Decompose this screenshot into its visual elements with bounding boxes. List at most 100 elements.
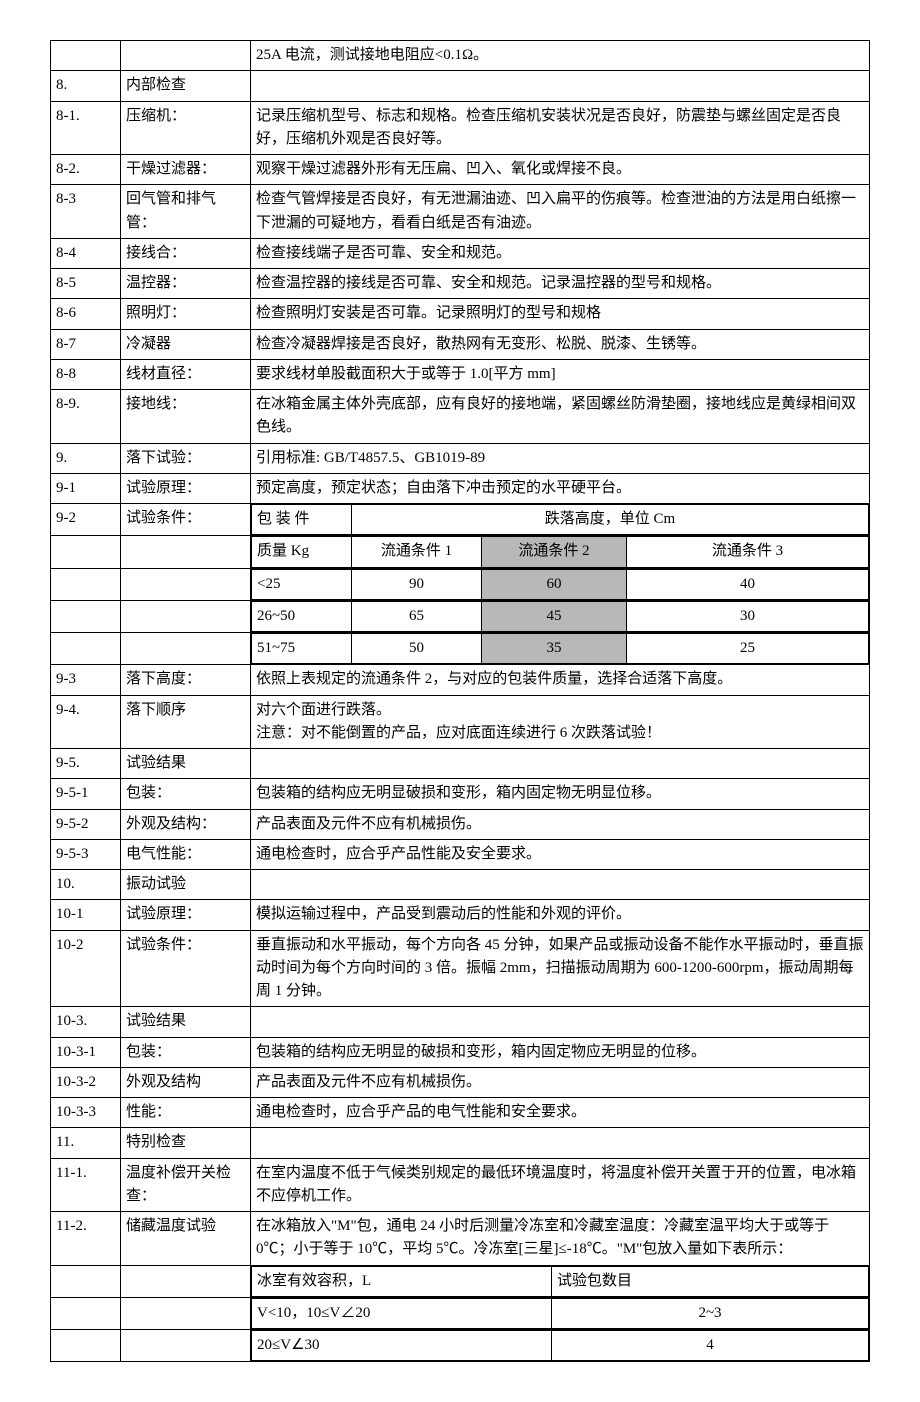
cell-name: 压缩机： <box>121 101 251 155</box>
volume-table: 20≤V∠30 4 <box>251 1330 869 1361</box>
cell-desc: 要求线材单股截面积大于或等于 1.0[平方 mm] <box>251 359 870 389</box>
drop-height-table: 51~75 50 35 25 <box>251 633 869 664</box>
cell-name <box>121 1297 251 1329</box>
cell-name <box>121 633 251 665</box>
cell-id: 8-1. <box>51 101 121 155</box>
cell-name: 包装： <box>121 779 251 809</box>
cell-id: 9-5-2 <box>51 809 121 839</box>
cell-id: 11-2. <box>51 1212 121 1266</box>
cell-name: 储藏温度试验 <box>121 1212 251 1266</box>
cell-name: 试验条件： <box>121 930 251 1007</box>
drop-mass: <25 <box>252 569 352 599</box>
vol-header-r: 试验包数目 <box>552 1266 869 1296</box>
drop-height-table: <25 90 60 40 <box>251 569 869 600</box>
drop-header-pkg: 包 装 件 <box>252 505 352 535</box>
table-row: 9-3 落下高度： 依照上表规定的流通条件 2，与对应的包装件质量，选择合适落下… <box>51 665 870 695</box>
cell-id: 8. <box>51 71 121 101</box>
cell-name: 外观及结构： <box>121 809 251 839</box>
cell-id: 8-5 <box>51 269 121 299</box>
cell-desc: 在冰箱放入"M"包，通电 24 小时后测量冷冻室和冷藏室温度：冷藏室温平均大于或… <box>251 1212 870 1266</box>
cell-desc <box>251 71 870 101</box>
cell-desc: 在室内温度不低于气候类别规定的最低环境温度时，将温度补偿开关置于开的位置，电冰箱… <box>251 1158 870 1212</box>
table-row: 9. 落下试验： 引用标准: GB/T4857.5、GB1019-89 <box>51 443 870 473</box>
table-row: 9-5-1 包装： 包装箱的结构应无明显破损和变形，箱内固定物无明显位移。 <box>51 779 870 809</box>
table-row: 8-6 照明灯： 检查照明灯安装是否可靠。记录照明灯的型号和规格 <box>51 299 870 329</box>
cell-name <box>121 1265 251 1297</box>
cell-id <box>51 568 121 600</box>
cell-name <box>121 568 251 600</box>
cell-id: 8-6 <box>51 299 121 329</box>
table-row: 质量 Kg 流通条件 1 流通条件 2 流通条件 3 <box>51 536 870 568</box>
table-row: 9-1 试验原理： 预定高度，预定状态；自由落下冲击预定的水平硬平台。 <box>51 473 870 503</box>
cell-id <box>51 1265 121 1297</box>
drop-c2: 60 <box>482 569 627 599</box>
cell-name: 落下试验： <box>121 443 251 473</box>
drop-c1: 50 <box>352 634 482 664</box>
table-row: 11-2. 储藏温度试验 在冰箱放入"M"包，通电 24 小时后测量冷冻室和冷藏… <box>51 1212 870 1266</box>
cell-id: 9-5. <box>51 749 121 779</box>
cell-desc: 产品表面及元件不应有机械损伤。 <box>251 1067 870 1097</box>
cell-id: 11. <box>51 1128 121 1158</box>
cell-name <box>121 41 251 71</box>
cell-id: 11-1. <box>51 1158 121 1212</box>
table-row: 51~75 50 35 25 <box>51 633 870 665</box>
cell-id: 9-1 <box>51 473 121 503</box>
table-row: 8-8 线材直径： 要求线材单股截面积大于或等于 1.0[平方 mm] <box>51 359 870 389</box>
drop-mass: 26~50 <box>252 601 352 631</box>
cell-desc: 质量 Kg 流通条件 1 流通条件 2 流通条件 3 <box>251 536 870 568</box>
cell-id <box>51 41 121 71</box>
cell-desc: 25A 电流，测试接地电阻应<0.1Ω。 <box>251 41 870 71</box>
spec-table: 25A 电流，测试接地电阻应<0.1Ω。 8. 内部检查 8-1. 压缩机： 记… <box>50 40 870 1362</box>
cell-desc: 通电检查时，应合乎产品的电气性能和安全要求。 <box>251 1098 870 1128</box>
drop-c3: 40 <box>627 569 869 599</box>
cell-desc <box>251 1128 870 1158</box>
cell-id: 9. <box>51 443 121 473</box>
cell-desc <box>251 870 870 900</box>
cell-name: 电气性能： <box>121 839 251 869</box>
cell-name: 冷凝器 <box>121 329 251 359</box>
cell-id: 10-3-1 <box>51 1037 121 1067</box>
document-page: 25A 电流，测试接地电阻应<0.1Ω。 8. 内部检查 8-1. 压缩机： 记… <box>50 40 870 1362</box>
cell-id: 9-3 <box>51 665 121 695</box>
drop-c3: 25 <box>627 634 869 664</box>
cell-id: 8-7 <box>51 329 121 359</box>
cell-desc: 对六个面进行跌落。 注意：对不能倒置的产品，应对底面连续进行 6 次跌落试验！ <box>251 695 870 749</box>
table-row: 9-5. 试验结果 <box>51 749 870 779</box>
table-row: 26~50 65 45 30 <box>51 600 870 632</box>
drop-header-mass: 质量 Kg <box>252 537 352 567</box>
table-row: 8. 内部检查 <box>51 71 870 101</box>
cell-name <box>121 600 251 632</box>
cell-name: 干燥过滤器： <box>121 155 251 185</box>
cell-name: 试验结果 <box>121 749 251 779</box>
drop-c1: 90 <box>352 569 482 599</box>
cell-name: 振动试验 <box>121 870 251 900</box>
table-row: V<10，10≤V∠20 2~3 <box>51 1297 870 1329</box>
cell-name: 试验原理： <box>121 900 251 930</box>
table-row: 25A 电流，测试接地电阻应<0.1Ω。 <box>51 41 870 71</box>
cell-name <box>121 536 251 568</box>
cell-desc: 检查气管焊接是否良好，有无泄漏油迹、凹入扁平的伤痕等。检查泄油的方法是用白纸擦一… <box>251 185 870 239</box>
volume-table: 冰室有效容积，L 试验包数目 <box>251 1266 869 1297</box>
vol-l: V<10，10≤V∠20 <box>252 1298 552 1328</box>
cell-name: 接地线： <box>121 390 251 444</box>
cell-id: 10. <box>51 870 121 900</box>
drop-header-c2: 流通条件 2 <box>482 537 627 567</box>
vol-header-l: 冰室有效容积，L <box>252 1266 552 1296</box>
cell-id: 10-2 <box>51 930 121 1007</box>
table-row: <25 90 60 40 <box>51 568 870 600</box>
cell-id: 10-3. <box>51 1007 121 1037</box>
drop-c2: 45 <box>482 601 627 631</box>
cell-id: 8-9. <box>51 390 121 444</box>
cell-desc: 依照上表规定的流通条件 2，与对应的包装件质量，选择合适落下高度。 <box>251 665 870 695</box>
table-row: 9-2 试验条件： 包 装 件 跌落高度，单位 Cm <box>51 504 870 536</box>
cell-desc: 包装箱的结构应无明显破损和变形，箱内固定物无明显位移。 <box>251 779 870 809</box>
cell-name: 落下顺序 <box>121 695 251 749</box>
cell-id: 9-5-1 <box>51 779 121 809</box>
cell-desc: 产品表面及元件不应有机械损伤。 <box>251 809 870 839</box>
cell-desc: 检查温控器的接线是否可靠、安全和规范。记录温控器的型号和规格。 <box>251 269 870 299</box>
cell-desc: 模拟运输过程中，产品受到震动后的性能和外观的评价。 <box>251 900 870 930</box>
cell-id <box>51 1330 121 1362</box>
cell-name: 温控器： <box>121 269 251 299</box>
cell-name: 特别检查 <box>121 1128 251 1158</box>
cell-name: 性能： <box>121 1098 251 1128</box>
